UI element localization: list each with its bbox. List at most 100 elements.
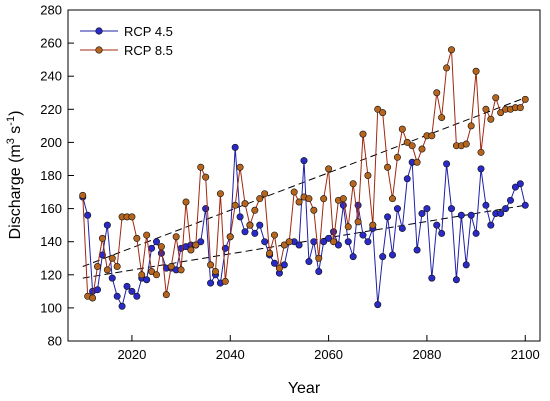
data-point bbox=[197, 163, 205, 171]
data-point bbox=[315, 254, 323, 262]
data-point bbox=[280, 241, 288, 249]
x-axis-title: Year bbox=[288, 380, 321, 397]
plot-area bbox=[67, 9, 541, 342]
data-point bbox=[329, 238, 337, 246]
data-point bbox=[207, 279, 215, 287]
data-point bbox=[177, 266, 185, 274]
data-point bbox=[403, 175, 411, 183]
series-line bbox=[82, 147, 526, 308]
data-point bbox=[202, 173, 210, 181]
data-point bbox=[256, 195, 264, 203]
y-tick-label: 220 bbox=[40, 102, 62, 117]
data-point bbox=[388, 195, 396, 203]
data-point bbox=[256, 221, 264, 229]
x-tick-label: 2080 bbox=[412, 347, 441, 362]
data-point bbox=[241, 228, 249, 236]
data-point bbox=[212, 267, 220, 275]
data-point bbox=[261, 238, 269, 246]
y-tick-label: 120 bbox=[40, 267, 62, 282]
data-point bbox=[516, 104, 524, 112]
data-point bbox=[447, 46, 455, 54]
data-point bbox=[325, 234, 333, 242]
data-point bbox=[492, 94, 500, 102]
data-point bbox=[398, 125, 406, 133]
data-point bbox=[497, 109, 505, 117]
data-point bbox=[452, 276, 460, 284]
legend-marker-rcp85 bbox=[95, 46, 103, 54]
data-point bbox=[339, 201, 347, 209]
x-tick-label: 2020 bbox=[117, 347, 146, 362]
data-point bbox=[516, 180, 524, 188]
series-2 bbox=[79, 46, 529, 302]
data-point bbox=[295, 241, 303, 249]
y-axis-title-end: ) bbox=[7, 111, 24, 116]
data-point bbox=[403, 138, 411, 146]
x-tick-label: 2040 bbox=[216, 347, 245, 362]
data-point bbox=[172, 233, 180, 241]
data-point bbox=[123, 282, 131, 290]
data-point bbox=[339, 195, 347, 203]
plot-frame bbox=[67, 9, 541, 342]
data-point bbox=[379, 253, 387, 261]
y-axis-title-sup2: -1 bbox=[5, 116, 17, 126]
data-point bbox=[108, 254, 116, 262]
data-point bbox=[497, 210, 505, 218]
data-point bbox=[384, 163, 392, 171]
data-point bbox=[231, 143, 239, 151]
y-tick-label: 80 bbox=[48, 334, 62, 349]
data-point bbox=[280, 261, 288, 269]
x-axis: 2020 2040 2060 2080 2100 bbox=[117, 335, 540, 362]
data-point bbox=[428, 274, 436, 282]
data-point bbox=[266, 249, 274, 257]
y-tick-label: 200 bbox=[40, 135, 62, 150]
data-point bbox=[413, 246, 421, 254]
y-tick-label: 280 bbox=[40, 3, 62, 18]
data-point bbox=[103, 221, 111, 229]
data-point bbox=[364, 238, 372, 246]
data-point bbox=[231, 201, 239, 209]
data-point bbox=[359, 130, 367, 138]
data-point bbox=[344, 223, 352, 231]
data-point bbox=[192, 241, 200, 249]
data-point bbox=[443, 64, 451, 72]
data-point bbox=[364, 172, 372, 180]
data-point bbox=[167, 263, 175, 271]
data-point bbox=[162, 291, 170, 299]
legend-label-rcp45: RCP 4.5 bbox=[124, 24, 173, 39]
data-point bbox=[187, 246, 195, 254]
data-point bbox=[418, 145, 426, 153]
data-point bbox=[221, 277, 229, 285]
data-point bbox=[305, 258, 313, 266]
data-point bbox=[329, 228, 337, 236]
data-point bbox=[133, 292, 141, 300]
data-point bbox=[447, 205, 455, 213]
data-point bbox=[148, 267, 156, 275]
data-point bbox=[207, 261, 215, 269]
data-point bbox=[393, 205, 401, 213]
data-point bbox=[241, 200, 249, 208]
data-point bbox=[320, 195, 328, 203]
data-point bbox=[359, 231, 367, 239]
legend-entry-rcp45: RCP 4.5 bbox=[80, 24, 173, 39]
data-point bbox=[113, 292, 121, 300]
data-point bbox=[153, 271, 161, 279]
data-point bbox=[443, 160, 451, 168]
data-point bbox=[334, 241, 342, 249]
series-1 bbox=[79, 143, 529, 310]
y-tick-label: 180 bbox=[40, 168, 62, 183]
data-point bbox=[226, 233, 234, 241]
data-point bbox=[84, 211, 92, 219]
y-axis-title-main: Discharge (m bbox=[7, 144, 24, 239]
y-axis-title-mid: s bbox=[7, 126, 24, 138]
data-point bbox=[305, 195, 313, 203]
data-point bbox=[98, 234, 106, 242]
y-axis: 80 100 120 140 160 180 200 220 240 260 280 bbox=[40, 3, 74, 349]
data-point bbox=[472, 229, 480, 237]
data-point bbox=[477, 165, 485, 173]
data-point bbox=[128, 213, 136, 221]
data-point bbox=[310, 206, 318, 214]
data-point bbox=[472, 67, 480, 75]
data-point bbox=[433, 221, 441, 229]
data-point bbox=[285, 238, 293, 246]
data-point bbox=[393, 153, 401, 161]
